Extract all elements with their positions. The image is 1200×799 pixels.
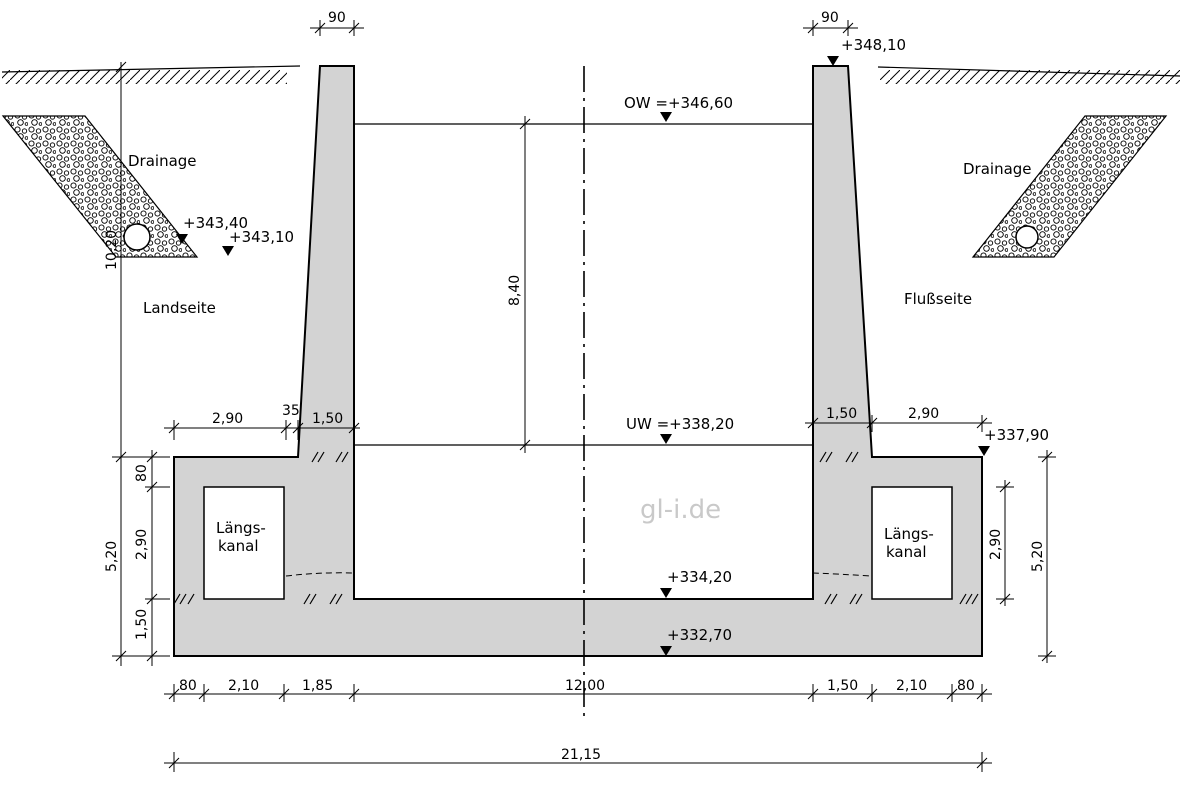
triangle-ow <box>660 112 672 122</box>
ground-left <box>1 65 301 84</box>
label-drainage-right: Drainage <box>963 160 1032 178</box>
dim-total-width: 21,15 <box>561 747 601 763</box>
dim-right-ext: 2,90 <box>908 406 939 422</box>
level-floor: +334,20 <box>667 568 732 586</box>
drain-pipe-right <box>1015 225 1039 249</box>
dimension-lines <box>112 20 1056 772</box>
dim-bottom-80-left: 80 <box>179 678 197 694</box>
dim-bottom-1200: 12,00 <box>565 678 605 694</box>
triangle-base <box>660 646 672 656</box>
dim-right-wall-base: 1,50 <box>826 406 857 422</box>
dim-right-290: 2,90 <box>988 529 1004 560</box>
label-channel-left-2: kanal <box>218 537 258 555</box>
dim-wall-top-right: 90 <box>821 10 839 26</box>
triangle-right-ground <box>978 446 990 456</box>
channel-right <box>871 486 953 600</box>
dim-left-ext: 2,90 <box>212 411 243 427</box>
dim-lift-height: 8,40 <box>507 275 523 306</box>
level-markers <box>176 56 990 656</box>
dim-left-wall-base: 1,50 <box>312 411 343 427</box>
triangle-top-right <box>827 56 839 66</box>
label-channel-right-1: Längs- <box>884 525 934 543</box>
level-ow: OW =+346,60 <box>624 94 733 112</box>
triangle-drain-2 <box>222 246 234 256</box>
level-drain-left-2: +343,10 <box>229 228 294 246</box>
dim-wall-top-left: 90 <box>328 10 346 26</box>
dim-left-step: 35 <box>282 403 300 419</box>
watermark: gl-i.de <box>640 495 721 525</box>
dim-bottom-210-left: 2,10 <box>228 678 259 694</box>
level-right-ground: +337,90 <box>984 426 1049 444</box>
label-riverside: Flußseite <box>904 290 972 308</box>
triangle-uw <box>660 434 672 444</box>
joint-dashed-left <box>285 572 355 577</box>
dim-bottom-150-right: 1,50 <box>827 678 858 694</box>
channel-left <box>203 486 285 600</box>
dim-right-520: 5,20 <box>1030 541 1046 572</box>
label-channel-left-1: Längs- <box>216 519 266 537</box>
level-uw: UW =+338,20 <box>626 415 734 433</box>
dim-left-290: 2,90 <box>134 529 150 560</box>
dim-height-total-left: 10,20 <box>104 230 120 270</box>
level-drain-left-1: +343,40 <box>183 214 248 232</box>
dim-bottom-80-right: 80 <box>957 678 975 694</box>
level-top-right-wall: +348,10 <box>841 36 906 54</box>
drainage-gravel-right <box>971 115 1168 258</box>
drain-pipe-left <box>123 223 151 251</box>
triangle-drain-1 <box>176 234 188 244</box>
joint-dashed-right <box>812 572 871 577</box>
dim-bottom-210-right: 2,10 <box>896 678 927 694</box>
label-drainage-left: Drainage <box>128 152 197 170</box>
drainage-gravel-left <box>1 115 199 258</box>
joint-marks <box>173 451 979 605</box>
triangle-floor <box>660 588 672 598</box>
dim-left-80: 80 <box>134 464 150 482</box>
dim-left-520: 5,20 <box>104 541 120 572</box>
level-base: +332,70 <box>667 626 732 644</box>
dim-bottom-185: 1,85 <box>302 678 333 694</box>
label-channel-right-2: kanal <box>886 543 926 561</box>
dim-left-150: 1,50 <box>134 609 150 640</box>
label-landside: Landseite <box>143 299 216 317</box>
ground-right <box>877 66 1181 84</box>
lock-structure-concrete <box>173 65 983 657</box>
